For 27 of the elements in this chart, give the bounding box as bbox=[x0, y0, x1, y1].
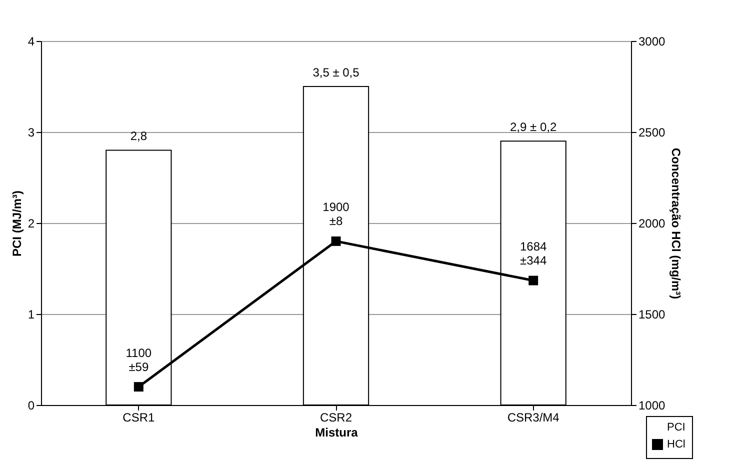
point bbox=[528, 276, 538, 286]
x-axis-title: Mistura bbox=[315, 426, 358, 440]
point bbox=[134, 382, 144, 392]
y-tick-label: 4 bbox=[28, 34, 35, 48]
y2-tick-label: 2500 bbox=[638, 126, 666, 140]
y-tick-label: 3 bbox=[28, 126, 35, 140]
legend-label: HCl bbox=[667, 438, 686, 450]
data-label: 1900 ±8 bbox=[322, 200, 350, 228]
y2-tick-label: 1500 bbox=[638, 308, 666, 322]
y2-tick-label: 2000 bbox=[638, 216, 666, 230]
point bbox=[331, 236, 341, 246]
x-tick-label: CSR3/M4 bbox=[507, 410, 560, 424]
y2-axis-title: Concentração HCl (mg/m³) bbox=[669, 148, 684, 300]
data-label: 2,9 ± 0,2 bbox=[510, 120, 557, 134]
data-label: 1684 ±344 bbox=[520, 240, 547, 268]
y2-tick-label: 1000 bbox=[638, 398, 666, 412]
data-label: 3,5 ± 0,5 bbox=[312, 66, 360, 80]
y-tick-label: 0 bbox=[28, 398, 35, 412]
text: PCI bbox=[667, 422, 686, 434]
y-axis-title: PCI (MJ/m³) bbox=[10, 190, 24, 256]
x-tick-label: CSR2 bbox=[320, 410, 352, 424]
data-label: 1100 ±59 bbox=[126, 346, 152, 374]
data-label: 2,8 bbox=[130, 129, 148, 144]
y-tick-label: 1 bbox=[28, 308, 35, 322]
y-tick-label: 2 bbox=[28, 216, 35, 230]
y2-tick-label: 3000 bbox=[638, 34, 666, 48]
x-tick-label: CSR1 bbox=[122, 410, 156, 424]
